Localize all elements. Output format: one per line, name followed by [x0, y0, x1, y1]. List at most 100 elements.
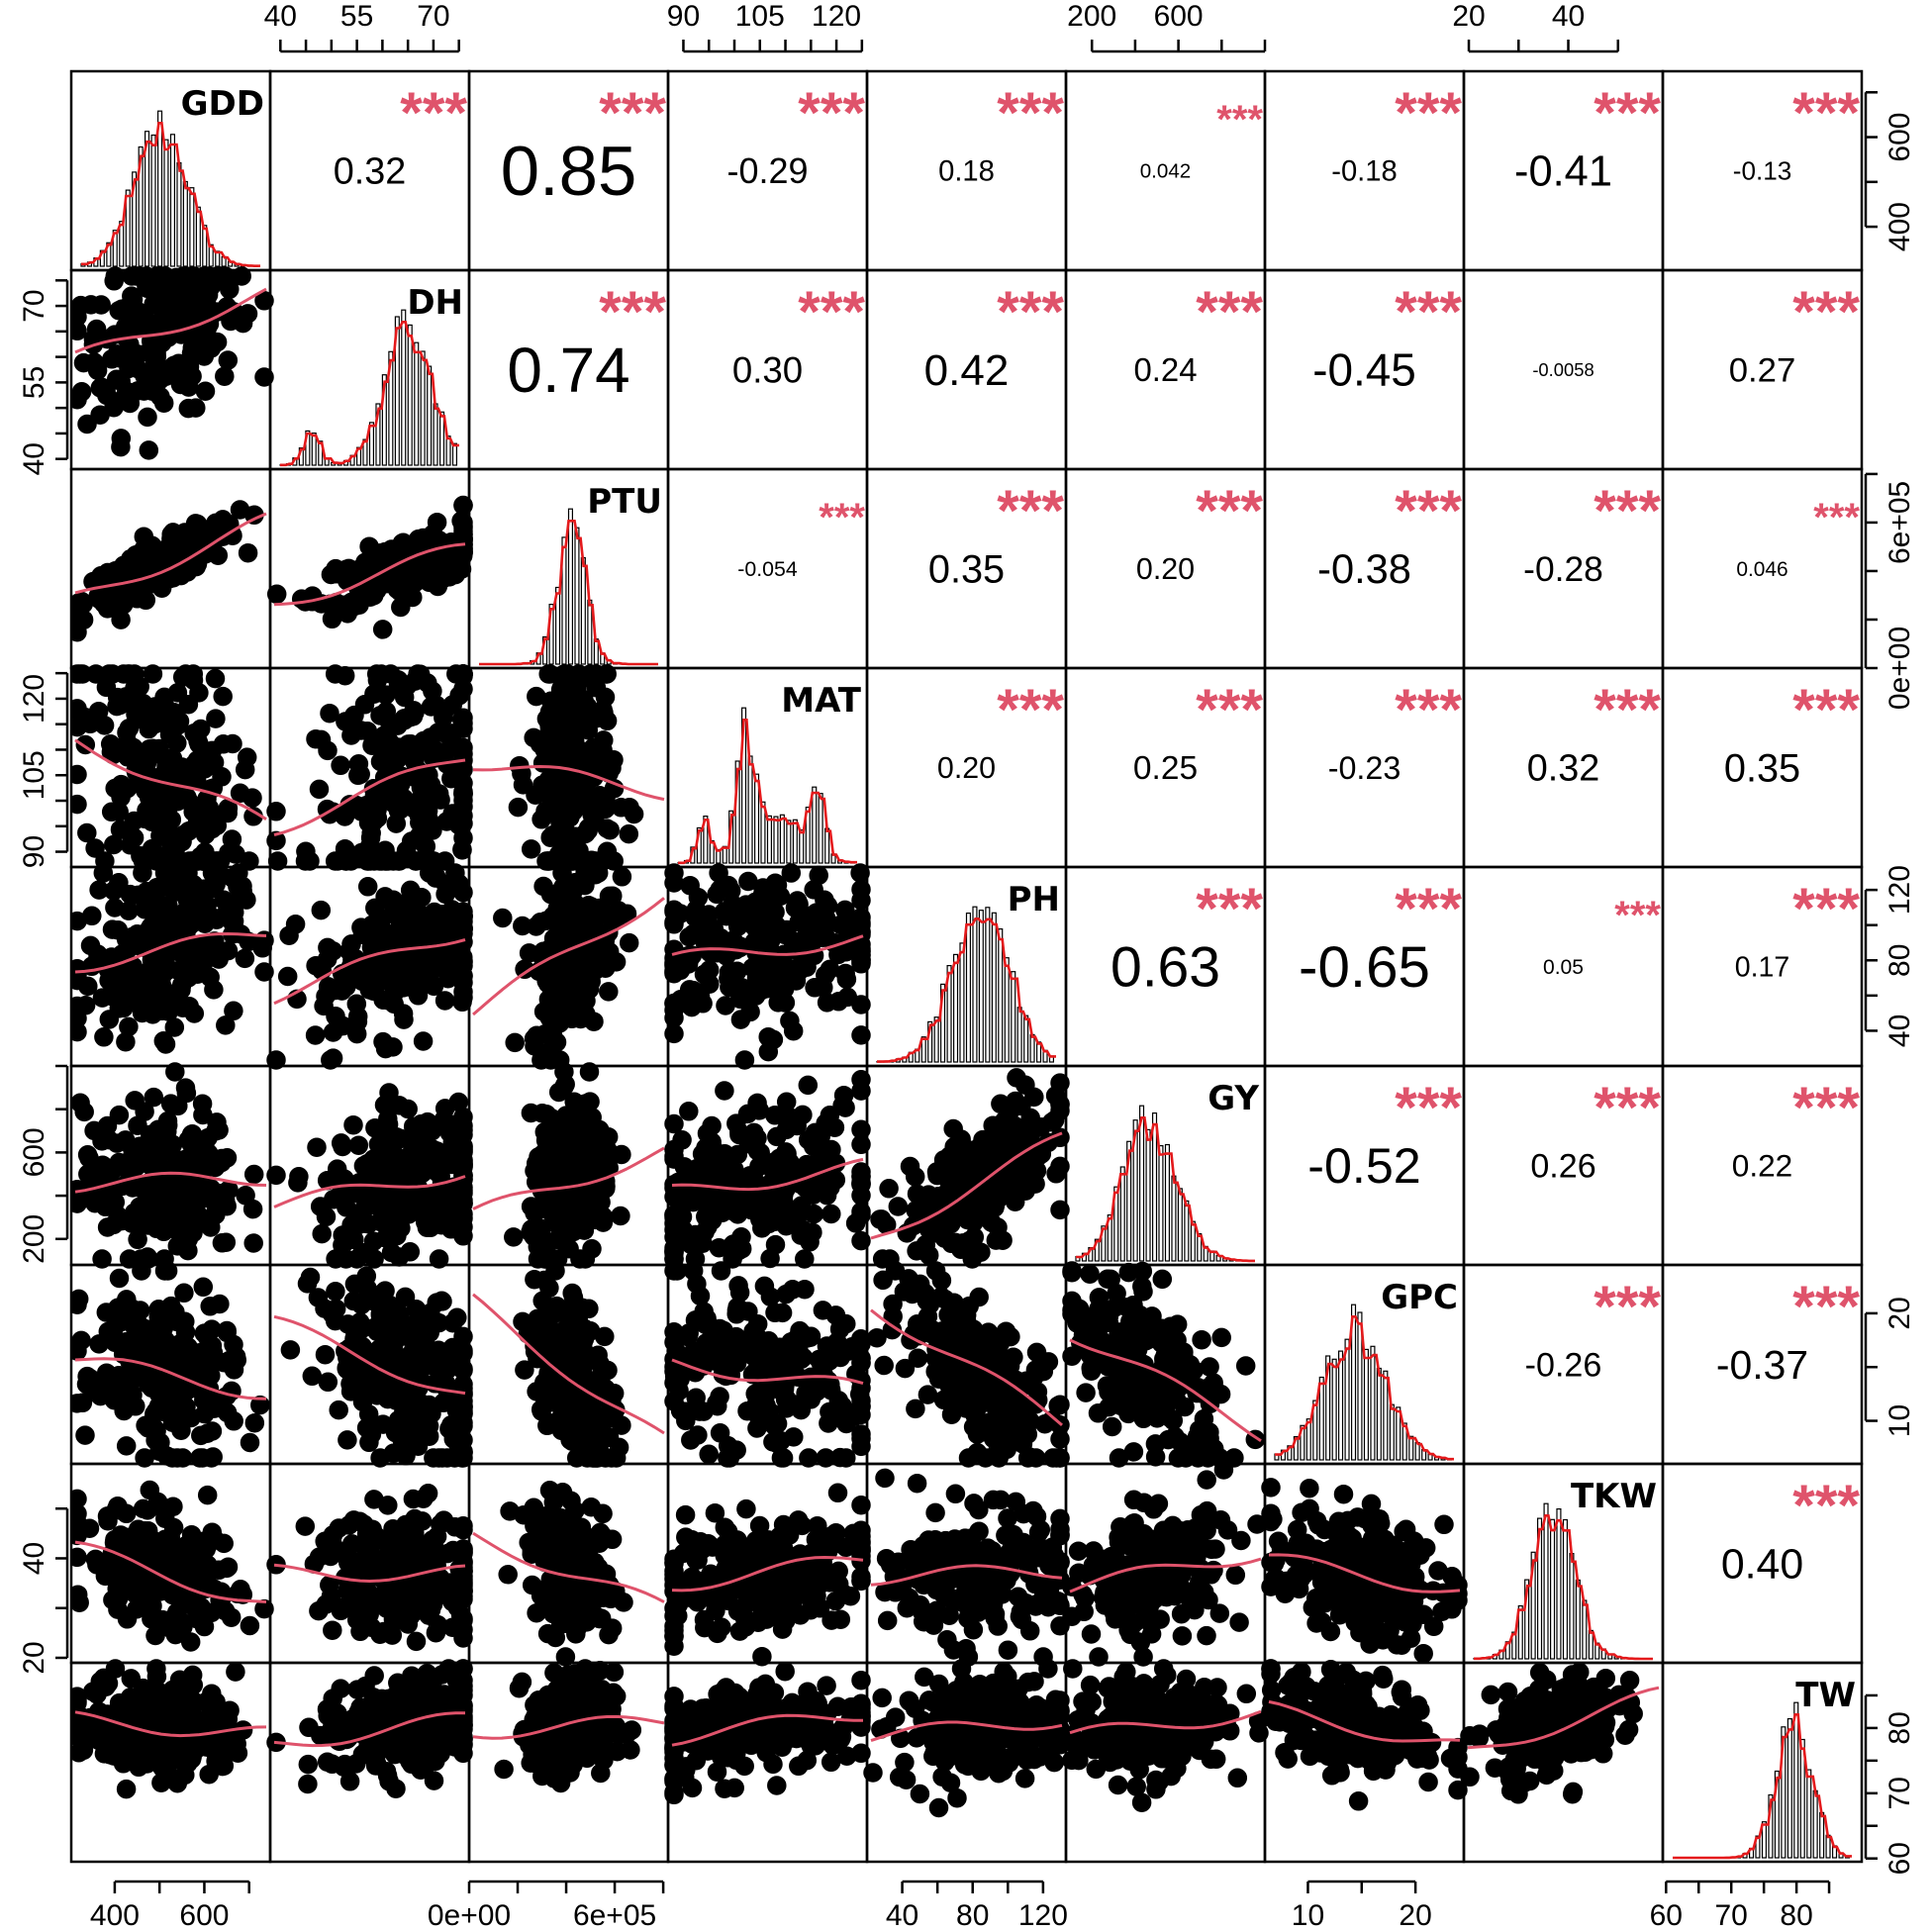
scatter-point: [925, 1361, 945, 1382]
panel-GDD-GDD: GDD: [80, 84, 264, 267]
significance-stars: ***: [1196, 479, 1263, 543]
scatter-point: [1086, 1304, 1107, 1324]
scatter-point: [119, 1016, 139, 1037]
corr-value-DH-TKW: -0.0058: [1532, 359, 1594, 380]
scatter-point: [687, 1274, 707, 1294]
scatter-point: [104, 1214, 124, 1235]
panel-GDD-GPC: -0.18***: [1331, 81, 1462, 188]
significance-stars: ***: [1792, 678, 1860, 742]
significance-stars: ***: [1792, 81, 1860, 145]
panel-PTU-TKW: -0.28***: [1523, 479, 1661, 589]
scatter-point: [550, 1155, 571, 1176]
significance-stars: ***: [798, 81, 865, 145]
corr-value-GPC-TW: -0.37: [1716, 1342, 1808, 1388]
hist-bar: [414, 341, 420, 466]
scatter-point: [1189, 1419, 1209, 1440]
scatter-point: [406, 980, 426, 1001]
scatter-point: [879, 1179, 899, 1199]
panel-GY-GDD: [71, 1062, 267, 1269]
scatter-point: [568, 873, 588, 893]
scatter-point: [576, 823, 596, 843]
scatter-point: [429, 951, 448, 971]
scatter-point: [441, 1415, 461, 1435]
hist-bar: [427, 365, 433, 466]
scatter-point: [525, 1269, 544, 1290]
scatter-point: [224, 903, 244, 922]
scatter-point: [1123, 1295, 1143, 1315]
scatter-point: [768, 993, 788, 1013]
corr-value-PH-TW: 0.17: [1735, 951, 1789, 983]
scatter-point: [217, 1320, 237, 1341]
panel-GY-PH: [870, 1068, 1070, 1269]
significance-stars: ***: [1792, 877, 1860, 941]
scatter-point: [728, 1276, 748, 1296]
scatter-point: [582, 805, 602, 824]
hist-bar: [1023, 1014, 1029, 1063]
panel-GY-GY: GY: [1075, 1079, 1259, 1263]
scatter-point: [205, 668, 226, 689]
scatter-point: [1179, 1362, 1199, 1382]
corr-value-DH-MAT: 0.30: [732, 349, 803, 390]
scatter-point: [591, 1417, 612, 1437]
scatter-point: [218, 940, 239, 961]
scatter-point: [386, 814, 407, 833]
scatter-point: [688, 1162, 709, 1183]
scatter-point: [1192, 1329, 1211, 1350]
hist-bar: [112, 230, 118, 267]
scatter-point: [670, 1401, 691, 1421]
scatter-point: [131, 845, 150, 866]
scatter-point: [519, 943, 539, 963]
scatter-point: [128, 1229, 147, 1250]
hist-bar: [1164, 1143, 1171, 1262]
scatter-point: [816, 909, 836, 928]
scatter-point: [158, 536, 179, 557]
scatter-point: [427, 1293, 446, 1312]
significance-stars: ***: [599, 280, 666, 344]
scatter-point: [422, 1349, 442, 1370]
corr-value-GY-TW: 0.22: [1732, 1148, 1793, 1184]
hist-bar: [1331, 1358, 1337, 1461]
scatter-point: [188, 758, 208, 779]
scatter-point: [331, 1133, 351, 1153]
scatter-point: [820, 1351, 839, 1371]
scatter-point: [612, 1415, 631, 1435]
scatter-point: [721, 1440, 740, 1461]
scatter-point: [425, 1160, 444, 1181]
scatter-point: [181, 343, 202, 363]
panel-DH-GDD: [71, 266, 274, 460]
corr-value-GY-GPC: -0.52: [1307, 1138, 1420, 1194]
scatter-point: [341, 1214, 361, 1235]
scatter-point: [1023, 1160, 1043, 1180]
scatter-point: [699, 960, 720, 980]
scatter-point: [240, 1432, 260, 1453]
panel-DH-GPC: -0.45***: [1312, 280, 1462, 396]
scatter-point: [543, 1326, 564, 1347]
hist-bar: [1145, 1128, 1151, 1262]
hist-bar: [132, 171, 138, 267]
scatter-point: [1015, 1075, 1035, 1095]
scatter-point: [380, 988, 400, 1009]
hist-bar: [169, 134, 176, 267]
scatter-point: [730, 989, 751, 1010]
panel-GPC-TW: -0.37***: [1716, 1275, 1861, 1388]
scatter-point: [539, 702, 560, 723]
scatter-point: [562, 1428, 582, 1449]
scatter-point: [102, 919, 123, 939]
scatter-point: [338, 1430, 357, 1450]
scatter-point: [542, 1024, 563, 1045]
scatter-point: [542, 1300, 563, 1320]
scatter-point: [75, 1425, 95, 1445]
smooth-line: [74, 287, 267, 354]
scatter-point: [318, 937, 338, 958]
hist-bar: [1119, 1166, 1125, 1262]
scatter-point: [297, 1274, 318, 1294]
scatter-point: [758, 1026, 778, 1047]
scatter-point: [783, 1020, 804, 1041]
scatter-point: [323, 1048, 343, 1068]
scatter-point: [144, 1087, 164, 1108]
hist-bar: [985, 907, 991, 1063]
scatter-point: [80, 1169, 101, 1189]
scatter-point: [128, 1115, 147, 1135]
scatter-point: [193, 1105, 213, 1125]
scatter-point: [389, 1096, 410, 1115]
